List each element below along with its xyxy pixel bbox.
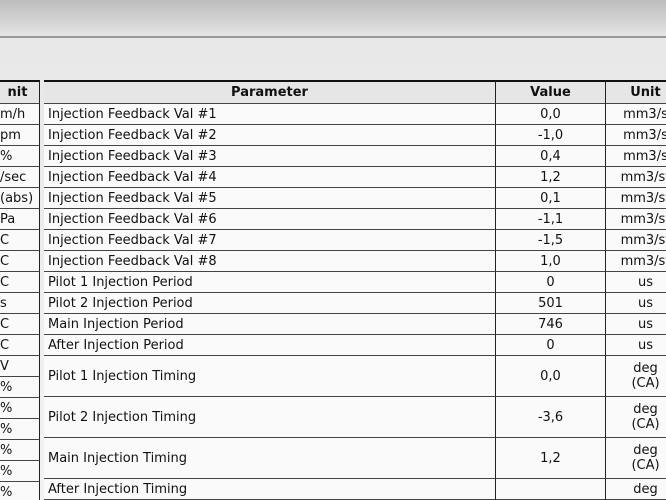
left-cell: % <box>0 482 40 500</box>
column-header: Unit <box>606 80 666 104</box>
value-cell: 0,0 <box>496 104 606 125</box>
left-cell: % <box>0 146 40 167</box>
unit-cell: us <box>606 293 666 314</box>
parameter-cell: Injection Feedback Val #3 <box>44 146 496 167</box>
left-cell: % <box>0 440 40 461</box>
column-header: Parameter <box>44 80 496 104</box>
parameter-cell: Injection Feedback Val #5 <box>44 188 496 209</box>
value-cell: 0,4 <box>496 146 606 167</box>
unit-cell: us <box>606 314 666 335</box>
value-cell: 501 <box>496 293 606 314</box>
parameter-cell: Pilot 1 Injection Timing <box>44 356 496 397</box>
left-cell: pm <box>0 125 40 146</box>
parameter-cell: Injection Feedback Val #2 <box>44 125 496 146</box>
unit-cell: mm3/st <box>606 230 666 251</box>
parameter-cell: Main Injection Period <box>44 314 496 335</box>
unit-cell: mm3/st <box>606 188 666 209</box>
left-cell: (abs) <box>0 188 40 209</box>
parameter-cell: Main Injection Timing <box>44 438 496 479</box>
parameter-cell: Pilot 2 Injection Period <box>44 293 496 314</box>
left-cell: /sec <box>0 167 40 188</box>
left-cell: s <box>0 293 40 314</box>
unit-cell: deg (CA) <box>606 438 666 479</box>
unit-cell: us <box>606 335 666 356</box>
unit-cell: mm3/st <box>606 209 666 230</box>
left-cell: % <box>0 398 40 419</box>
unit-cell: us <box>606 272 666 293</box>
value-cell: 0,1 <box>496 188 606 209</box>
parameter-cell: Pilot 1 Injection Period <box>44 272 496 293</box>
unit-cell: mm3/st <box>606 251 666 272</box>
value-cell: 0,0 <box>496 356 606 397</box>
parameter-cell: Injection Feedback Val #8 <box>44 251 496 272</box>
parameter-cell: Injection Feedback Val #4 <box>44 167 496 188</box>
top-bar <box>0 36 666 38</box>
parameter-cell: Injection Feedback Val #7 <box>44 230 496 251</box>
value-cell: 1,0 <box>496 251 606 272</box>
unit-cell: mm3/s <box>606 146 666 167</box>
left-cell: % <box>0 461 40 482</box>
left-cell: C <box>0 272 40 293</box>
column-header: Value <box>496 80 606 104</box>
value-cell: 1,2 <box>496 167 606 188</box>
left-header: nit <box>0 80 40 104</box>
left-cell: C <box>0 251 40 272</box>
value-cell: 746 <box>496 314 606 335</box>
value-cell: -1,0 <box>496 125 606 146</box>
value-cell: 0 <box>496 335 606 356</box>
left-cell: C <box>0 314 40 335</box>
unit-cell: deg (CA) <box>606 397 666 438</box>
value-cell: -1,1 <box>496 209 606 230</box>
parameter-cell: Injection Feedback Val #1 <box>44 104 496 125</box>
parameter-cell: After Injection Period <box>44 335 496 356</box>
parameter-cell: Injection Feedback Val #6 <box>44 209 496 230</box>
left-cell: Pa <box>0 209 40 230</box>
unit-cell: mm3/s <box>606 104 666 125</box>
value-cell: 0 <box>496 272 606 293</box>
left-cell: C <box>0 335 40 356</box>
value-cell: -3,6 <box>496 397 606 438</box>
value-cell <box>496 479 606 500</box>
left-cell: C <box>0 230 40 251</box>
left-cell: % <box>0 419 40 440</box>
unit-cell: deg (CA) <box>606 356 666 397</box>
unit-cell: mm3/st <box>606 167 666 188</box>
left-cell: V <box>0 356 40 377</box>
unit-cell: deg <box>606 479 666 500</box>
left-cell: % <box>0 377 40 398</box>
left-cell: m/h <box>0 104 40 125</box>
value-cell: 1,2 <box>496 438 606 479</box>
value-cell: -1,5 <box>496 230 606 251</box>
unit-cell: mm3/s <box>606 125 666 146</box>
parameter-cell: Pilot 2 Injection Timing <box>44 397 496 438</box>
parameter-cell: After Injection Timing <box>44 479 496 500</box>
